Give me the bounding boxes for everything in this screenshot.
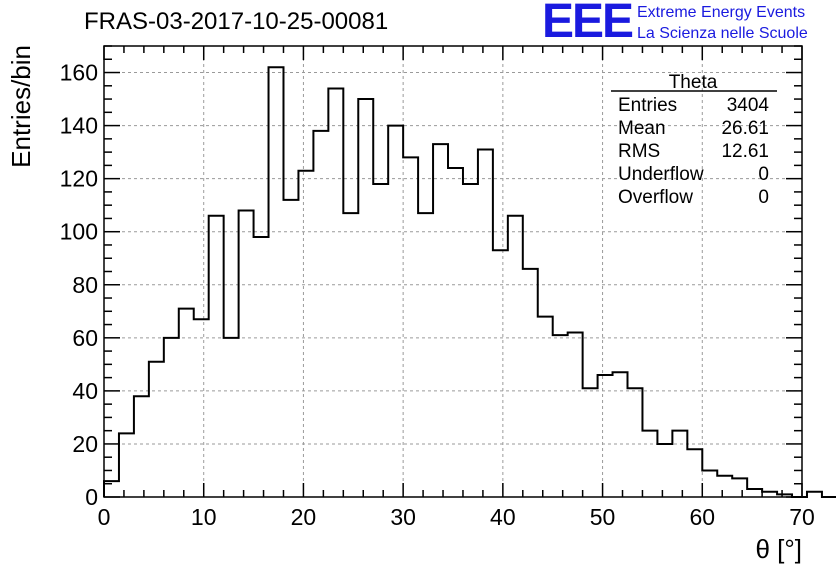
y-tick-label: 160 — [60, 60, 98, 86]
histogram-bin — [313, 131, 328, 497]
stats-title: Theta — [669, 72, 718, 93]
histogram-bin — [672, 431, 687, 497]
histogram-bin — [732, 478, 747, 497]
axis-ticks — [103, 45, 803, 498]
histogram-bin — [254, 237, 269, 497]
y-tick-label: 80 — [72, 272, 98, 298]
histogram-bin — [373, 184, 388, 497]
grid-lines — [104, 46, 802, 497]
tick-labels: 0 10 20 30 40 50 60 70 0 20 40 60 80 100 120 140 160 — [60, 60, 815, 530]
histogram-bin — [583, 388, 598, 497]
histogram-bin — [687, 449, 702, 497]
histogram-bin — [568, 333, 583, 497]
histogram-bin — [598, 375, 613, 497]
histogram-bin — [613, 372, 628, 497]
histogram-bin — [762, 492, 777, 497]
histogram-bin — [418, 213, 433, 497]
histogram-bin — [448, 168, 463, 497]
stats-rows: Entries 3404 Mean 26.61 RMS 12.61 Underflow 0 Ov… — [618, 95, 769, 208]
y-tick-label: 100 — [60, 219, 98, 245]
histogram-bin — [269, 67, 284, 497]
chart-title: FRAS-03-2017-10-25-00081 — [84, 8, 389, 35]
histogram-bin — [538, 317, 553, 497]
histogram-bin — [119, 433, 134, 497]
stats-value: 0 — [758, 164, 769, 185]
histogram-bars — [103, 66, 836, 498]
y-tick-label: 40 — [72, 378, 98, 404]
stats-value: 0 — [758, 187, 769, 208]
y-tick-label: 120 — [60, 166, 98, 192]
x-tick-label: 70 — [789, 504, 815, 530]
histogram-bin — [209, 216, 224, 497]
histogram-bin — [134, 396, 149, 497]
histogram-bin — [523, 269, 538, 497]
histogram-bin — [508, 216, 523, 497]
histogram-bin — [642, 431, 657, 497]
histogram-bin — [149, 362, 164, 497]
histogram-outline — [103, 66, 836, 498]
histogram-bin — [463, 184, 478, 497]
stats-value: 3404 — [727, 95, 770, 116]
histogram-bin — [657, 444, 672, 497]
histogram-bin — [628, 388, 643, 497]
stats-value: 12.61 — [721, 141, 769, 162]
histogram-bin — [343, 213, 358, 497]
stats-label: Underflow — [618, 164, 704, 185]
logo-line-2: La Scienza nelle Scuole — [637, 25, 808, 42]
stats-value: 26.61 — [721, 118, 769, 139]
logo-line-1: Extreme Energy Events — [637, 4, 806, 21]
histogram-bin — [807, 492, 822, 497]
histogram-bin — [239, 210, 254, 497]
x-tick-label: 10 — [191, 504, 217, 530]
histogram-bin — [164, 338, 179, 497]
x-tick-label: 50 — [590, 504, 616, 530]
histogram-bin — [717, 476, 732, 497]
stats-label: Entries — [618, 95, 677, 116]
x-tick-label: 40 — [490, 504, 516, 530]
histogram-bin — [224, 338, 239, 497]
y-axis-title: Entries/bin — [6, 45, 36, 168]
stats-box: Theta Entries 3404 Mean 26.61 RMS 12.61 Underf… — [611, 72, 777, 208]
y-tick-label: 20 — [72, 431, 98, 457]
histogram-bin — [358, 99, 373, 497]
x-tick-label: 0 — [98, 504, 111, 530]
logo-mark: EEE — [542, 0, 634, 48]
histogram-bin — [179, 309, 194, 497]
histogram-bin — [194, 319, 209, 497]
histogram-bin — [298, 171, 313, 497]
eee-logo: EEE Extreme Energy Events La Scienza nel… — [542, 0, 836, 48]
histogram-bin — [328, 88, 343, 497]
histogram-bin — [553, 335, 568, 497]
y-tick-label: 60 — [72, 325, 98, 351]
y-tick-label: 140 — [60, 113, 98, 139]
histogram-bin — [283, 200, 298, 497]
histogram-bin — [702, 470, 717, 497]
y-tick-label: 0 — [85, 484, 98, 510]
stats-label: Mean — [618, 118, 666, 139]
x-tick-label: 30 — [390, 504, 416, 530]
stats-label: RMS — [618, 141, 660, 162]
stats-label: Overflow — [618, 187, 693, 208]
histogram-bin — [478, 149, 493, 497]
histogram-bin — [388, 126, 403, 497]
x-tick-label: 60 — [689, 504, 715, 530]
histogram-bin — [747, 489, 762, 497]
histogram-bin — [433, 144, 448, 497]
x-axis-title: θ [°] — [755, 534, 802, 564]
histogram-bin — [403, 157, 418, 497]
x-tick-label: 20 — [291, 504, 317, 530]
histogram-bin — [493, 250, 508, 497]
